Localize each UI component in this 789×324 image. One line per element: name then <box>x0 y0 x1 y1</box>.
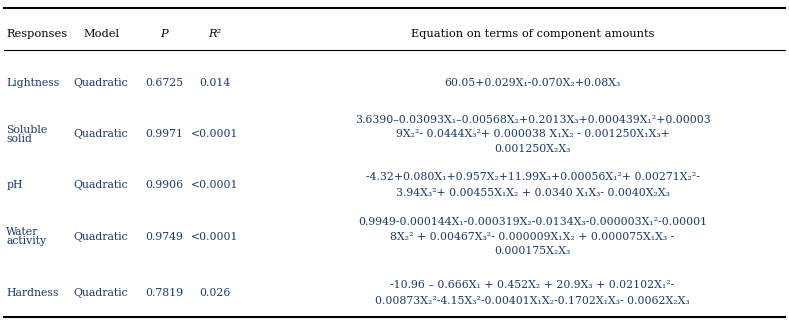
Text: solid: solid <box>6 134 32 144</box>
Text: -10.96 – 0.666X₁ + 0.452X₂ + 20.9X₃ + 0.02102X₁²-: -10.96 – 0.666X₁ + 0.452X₂ + 20.9X₃ + 0.… <box>391 280 675 290</box>
Text: P: P <box>160 29 168 39</box>
Text: 0.9949-0.000144X₁-0.000319X₂-0.0134X₃-0.000003X₁²-0.00001: 0.9949-0.000144X₁-0.000319X₂-0.0134X₃-0.… <box>358 217 707 227</box>
Text: Responses: Responses <box>6 29 67 39</box>
Text: 9X₂²- 0.0444X₃²+ 0.000038 X₁X₂ - 0.001250X₁X₃+: 9X₂²- 0.0444X₃²+ 0.000038 X₁X₂ - 0.00125… <box>396 130 669 139</box>
Text: 0.9749: 0.9749 <box>145 232 183 241</box>
Text: <0.0001: <0.0001 <box>191 180 238 190</box>
Text: 0.00873X₂²-4.15X₃²-0.00401X₁X₂-0.1702X₁X₃- 0.0062X₂X₃: 0.00873X₂²-4.15X₃²-0.00401X₁X₂-0.1702X₁X… <box>376 296 690 306</box>
Text: <0.0001: <0.0001 <box>191 232 238 241</box>
Text: Soluble: Soluble <box>6 125 47 135</box>
Text: Model: Model <box>83 29 119 39</box>
Text: Water: Water <box>6 227 39 237</box>
Text: 0.014: 0.014 <box>199 78 230 87</box>
Text: 0.026: 0.026 <box>199 288 230 298</box>
Text: 0.001250X₂X₃: 0.001250X₂X₃ <box>495 144 570 154</box>
Text: Equation on terms of component amounts: Equation on terms of component amounts <box>411 29 654 39</box>
Text: 3.6390–0.03093X₁–0.00568X₂+0.2013X₃+0.000439X₁²+0.00003: 3.6390–0.03093X₁–0.00568X₂+0.2013X₃+0.00… <box>355 115 710 125</box>
Text: 0.000175X₂X₃: 0.000175X₂X₃ <box>495 246 570 256</box>
Text: Quadratic: Quadratic <box>73 130 129 139</box>
Text: activity: activity <box>6 236 47 246</box>
Text: Quadratic: Quadratic <box>73 78 129 87</box>
Text: 0.7819: 0.7819 <box>145 288 183 298</box>
Text: 0.6725: 0.6725 <box>145 78 183 87</box>
Text: 60.05+0.029X₁-0.070X₂+0.08X₃: 60.05+0.029X₁-0.070X₂+0.08X₃ <box>444 78 621 87</box>
Text: Hardness: Hardness <box>6 288 58 298</box>
Text: -4.32+0.080X₁+0.957X₂+11.99X₃+0.00056X₁²+ 0.00271X₂²-: -4.32+0.080X₁+0.957X₂+11.99X₃+0.00056X₁²… <box>365 172 700 181</box>
Text: Quadratic: Quadratic <box>73 232 129 241</box>
Text: 0.9971: 0.9971 <box>145 130 183 139</box>
Text: Quadratic: Quadratic <box>73 288 129 298</box>
Text: 0.9906: 0.9906 <box>145 180 183 190</box>
Text: Lightness: Lightness <box>6 78 59 87</box>
Text: 3.94X₃²+ 0.00455X₁X₂ + 0.0340 X₁X₃- 0.0040X₂X₃: 3.94X₃²+ 0.00455X₁X₂ + 0.0340 X₁X₃- 0.00… <box>395 188 670 198</box>
Text: 8X₂² + 0.00467X₃²- 0.000009X₁X₂ + 0.000075X₁X₃ -: 8X₂² + 0.00467X₃²- 0.000009X₁X₂ + 0.0000… <box>391 232 675 241</box>
Text: R²: R² <box>208 29 221 39</box>
Text: <0.0001: <0.0001 <box>191 130 238 139</box>
Text: Quadratic: Quadratic <box>73 180 129 190</box>
Text: pH: pH <box>6 180 23 190</box>
